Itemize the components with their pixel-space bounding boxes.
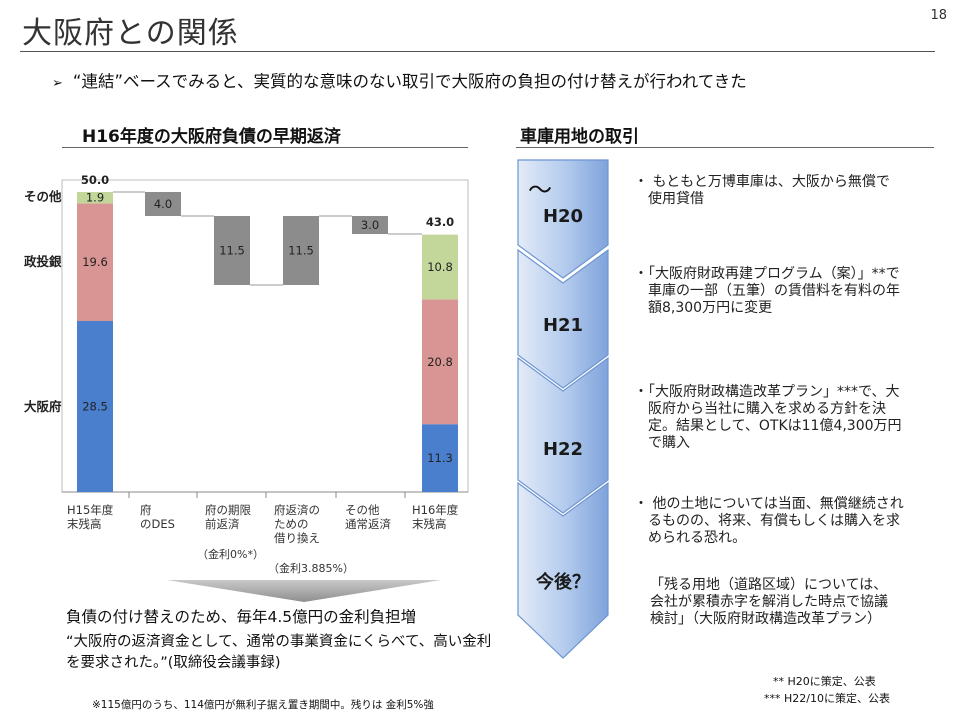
slide-title: 大阪府との関係 — [22, 16, 239, 51]
row-label-dbj: 政投銀 — [24, 254, 62, 269]
right-heading-rule — [516, 147, 934, 148]
change-value-label: 11.5 — [219, 244, 245, 258]
phase-label-h20: H20 — [542, 206, 584, 227]
change-bar — [145, 192, 181, 216]
category-label: H16年度 末残高 — [412, 503, 459, 531]
legend-note-h22: *** H22/10に策定、公表 — [764, 692, 890, 705]
change-value-label: 3.0 — [361, 218, 379, 232]
phase-note-future: ・ 他の土地については当面、無償継続されるものの、将来、有償もしくは購入を求めら… — [634, 496, 904, 546]
right-section-heading: 車庫用地の取引 — [520, 127, 639, 147]
row-label-osaka-pref: 大阪府 — [24, 399, 62, 414]
bar-value-label: 28.5 — [82, 400, 108, 414]
key-message-text: “連結”ベースでみると、実質的な意味のない取引で大阪府の負担の付け替えが行われて… — [72, 72, 747, 91]
bar-segment — [77, 192, 113, 204]
page-number: 18 — [930, 8, 947, 23]
phase-note-h22: ・「大阪府財政構造改革プラン」***で、大阪府から当社に購入を求める方針を決定。… — [634, 384, 902, 451]
legend-note-h20: ** H20に策定、公表 — [773, 675, 876, 688]
bar-segment — [422, 299, 458, 425]
phase-chevron — [517, 159, 609, 279]
category-label: その他 通常返済 — [345, 503, 391, 531]
change-value-label: 4.0 — [154, 197, 172, 211]
phase-chevron — [517, 248, 609, 389]
title-divider — [20, 51, 935, 52]
tilde-mark: ～ — [528, 176, 552, 204]
phase-timeline — [517, 159, 609, 659]
category-label: 府返済の ための 借り換え — [274, 503, 320, 545]
change-bar — [283, 216, 319, 285]
phase-chevron — [517, 356, 609, 514]
bar-value-label: 1.9 — [86, 191, 104, 205]
bar-value-label: 20.8 — [427, 355, 453, 369]
phase-label-future: 今後？ — [536, 572, 590, 593]
phase-note-h20: ・ もともと万博車庫は、大阪から無償で使用貸借 — [634, 174, 890, 207]
bar-segment — [422, 424, 458, 492]
left-section-heading: H16年度の大阪府負債の早期返済 — [82, 127, 341, 147]
footnote: ※115億円のうち、114億円が無利子据え置き期間中。残りは 金利5%強 — [92, 699, 434, 711]
change-bar — [214, 216, 250, 285]
phase-label-h22: H22 — [542, 439, 584, 460]
category-label: 府 のDES — [140, 503, 175, 531]
bar-value-label: 10.8 — [427, 260, 453, 274]
key-message: ➢ “連結”ベースでみると、実質的な意味のない取引で大阪府の負担の付け替えが行われ… — [52, 68, 747, 92]
plan-quote: 「残る用地（道路区域）については、会社が累積赤字を解消した時点で協議検討」（大阪… — [650, 577, 888, 627]
chart-plot-frame — [61, 179, 469, 493]
total-label: 50.0 — [81, 173, 109, 187]
summary-interest-burden: 負債の付け替えのため、毎年4.5億円の金利負担増 — [66, 608, 417, 626]
down-arrow-icon — [167, 580, 441, 602]
left-heading-rule — [62, 147, 468, 148]
rate-note-zero: （金利0%*） — [197, 548, 264, 561]
change-value-label: 11.5 — [288, 244, 314, 258]
row-label-other: その他 — [24, 189, 62, 204]
bar-segment — [422, 234, 458, 300]
bar-segment — [77, 203, 113, 321]
waterfall-chart: 28.5 19.6 1.9 11.3 20.8 10.8 50.0 43.0 4.0 11.5 11… — [61, 173, 469, 498]
total-label: 43.0 — [426, 215, 454, 229]
category-label: H15年度 末残高 — [67, 503, 114, 531]
bar-value-label: 11.3 — [427, 451, 453, 465]
category-label: 府の期限 前返済 — [205, 503, 251, 531]
arrow-bullet-icon: ➢ — [52, 76, 63, 91]
phase-chevron — [517, 481, 609, 659]
phase-note-h21: ・「大阪府財政再建プログラム（案）」**で車庫の一部（五筆）の賃借料を有料の年額… — [634, 266, 900, 316]
change-bar — [352, 216, 388, 234]
phase-label-h21: H21 — [542, 315, 584, 336]
rate-note-refinance: （金利3.885%） — [268, 562, 354, 575]
summary-board-minutes-quote: “大阪府の返済資金として、通常の事業資金にくらべて、高い金利を要求された。”(取… — [66, 634, 492, 671]
bar-value-label: 19.6 — [82, 255, 108, 269]
bar-segment — [77, 321, 113, 492]
